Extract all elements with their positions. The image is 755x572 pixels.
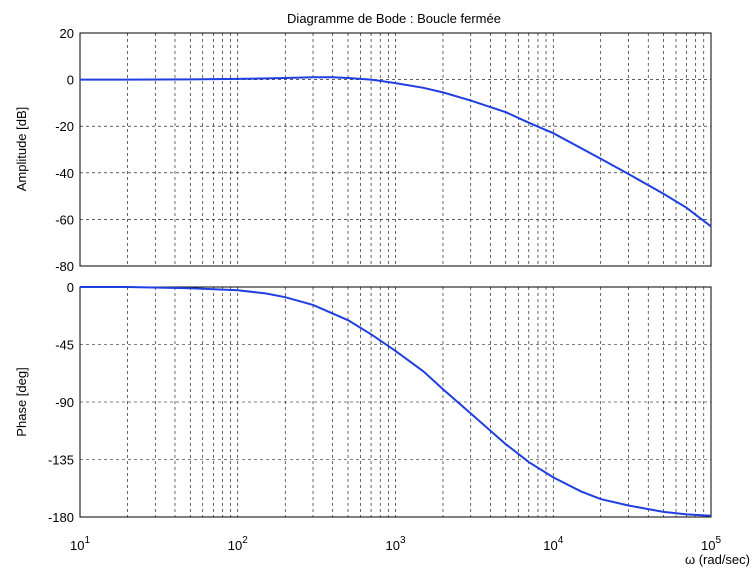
phase-axis-label: Phase [deg]	[14, 367, 29, 436]
x-tick-label: 104	[543, 535, 563, 553]
x-tick-label: 102	[228, 535, 248, 553]
plot-layer: 20 0 -20 -40 -60 -80 0 -45 -90 -135 -180 101 102 103 1…	[48, 26, 721, 553]
phase-y-tick-label: -180	[48, 510, 74, 525]
x-axis-label: ω (rad/sec)	[685, 552, 750, 567]
phase-y-tick-label: -135	[48, 453, 74, 468]
amplitude-y-tick-label: 0	[67, 73, 74, 88]
phase-plot-frame	[79, 286, 712, 518]
x-tick-label: 105	[701, 535, 721, 553]
amplitude-y-tick-label: -40	[55, 166, 74, 181]
phase-y-tick-label: -45	[55, 338, 74, 353]
phase-y-tick-label: 0	[67, 280, 74, 295]
amplitude-y-tick-label: -80	[55, 259, 74, 274]
amplitude-y-tick-label: 20	[60, 26, 74, 41]
chart-title: Diagramme de Bode : Boucle fermée	[287, 11, 501, 26]
amplitude-plot-frame	[79, 32, 712, 267]
amplitude-y-tick-label: -60	[55, 212, 74, 227]
x-tick-label: 103	[385, 535, 405, 553]
amplitude-curve	[80, 76, 712, 228]
x-tick-label: 101	[70, 535, 90, 553]
amplitude-y-tick-label: -20	[55, 119, 74, 134]
amplitude-axis-label: Amplitude [dB]	[14, 107, 29, 192]
phase-curve	[80, 286, 712, 517]
phase-y-tick-label: -90	[55, 395, 74, 410]
